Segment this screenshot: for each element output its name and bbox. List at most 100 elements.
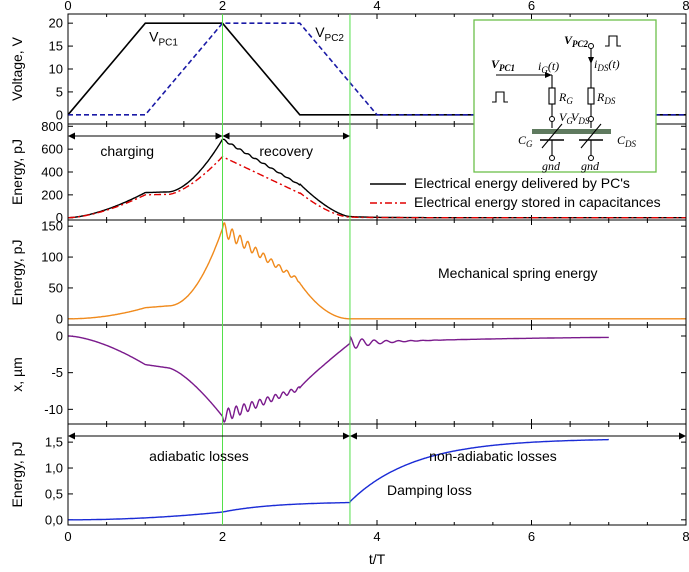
y-axis-label: Energy, pJ	[9, 240, 25, 306]
arrow-head-right	[342, 132, 350, 140]
label-gnd1: gnd	[542, 159, 561, 173]
y-axis-label: Voltage, V	[9, 36, 25, 100]
panel-energy: 0 200 400 600 800 Energy, pJ	[9, 119, 687, 225]
arrow-gate	[545, 72, 552, 78]
label-sub: PC2	[572, 39, 589, 49]
x-axis-label: t/T	[369, 551, 386, 567]
panel-frame	[67, 324, 687, 425]
label-sub: PC1	[158, 38, 178, 49]
label-main: R	[596, 90, 605, 104]
series-label: VPC1	[149, 29, 178, 49]
x-tick-label-top: 6	[528, 0, 535, 13]
label-main: R	[558, 90, 567, 104]
arrow-head-left	[68, 432, 75, 440]
arrow-label: charging	[100, 143, 154, 159]
y-tick-label: 5	[56, 84, 63, 99]
y-tick-label: 100	[41, 250, 63, 265]
arrow-label: non-adiabatic losses	[429, 448, 557, 464]
arrow-head-right	[679, 432, 686, 440]
label-vpc2: VPC2	[564, 33, 589, 49]
label-rds: RDS	[596, 90, 616, 106]
y-axis-label: Energy, pJ	[9, 139, 25, 205]
node-gnd1	[549, 155, 555, 161]
arrow-head-left	[349, 432, 357, 440]
legend-entry: Electrical energy stored in capacitances	[370, 194, 661, 210]
y-tick-label: 600	[41, 142, 63, 157]
y-tick-label: 0,0	[45, 512, 63, 527]
x-tick-label-top: 0	[64, 0, 71, 13]
arrow-label: adiabatic losses	[149, 448, 249, 464]
arrow-head-left	[222, 132, 230, 140]
label-ids: iDS(t)	[594, 57, 620, 73]
label-main: V	[491, 57, 500, 71]
y-tick-label: 1,5	[45, 435, 63, 450]
label-main: V	[315, 24, 325, 40]
pulse-icon-1	[492, 91, 508, 103]
variable-cap-g	[541, 123, 563, 149]
label-vg: VG	[559, 110, 573, 126]
y-tick-label: 10	[49, 62, 63, 77]
spring-label: Mechanical spring energy	[438, 265, 598, 281]
x-tick-label-top: 4	[373, 0, 380, 13]
label-sub: DS	[577, 116, 589, 126]
series-spring-0	[68, 222, 686, 320]
label-sub: DS	[603, 96, 615, 106]
y-tick-label: 1,0	[45, 461, 63, 476]
series-v-pc2	[68, 22, 686, 116]
label-main: V	[564, 33, 573, 47]
damping-label: Damping loss	[387, 482, 472, 498]
node-gnd2	[588, 155, 594, 161]
legend-label: Electrical energy delivered by PC's	[414, 175, 630, 191]
arrow-drain	[588, 57, 594, 64]
y-tick-label: 200	[41, 187, 63, 202]
label-rg: RG	[558, 90, 573, 106]
label-gnd2: gnd	[581, 159, 600, 173]
y-tick-label: 0	[56, 311, 63, 326]
y-tick-label: 800	[41, 119, 63, 134]
arrow-head-left	[68, 132, 75, 140]
node-vds	[588, 116, 594, 122]
label-main: i	[594, 57, 597, 71]
x-tick-label-top: 8	[682, 0, 689, 13]
label-vds: VDS	[571, 110, 590, 126]
arrow-adiabatic-losses	[68, 432, 350, 440]
series-energy-1	[68, 155, 686, 219]
capacitor-electrode	[532, 129, 611, 134]
series-displacement-0	[68, 334, 609, 424]
label-main: V	[559, 110, 568, 124]
x-tick-label-bottom: 8	[682, 529, 689, 544]
node-vpc2	[588, 43, 594, 49]
x-tick-label-top: 2	[219, 0, 226, 13]
panel-damping: 0,0 0,5 1,0 1,5 Energy, pJ	[9, 424, 687, 527]
series-damping-0	[68, 438, 609, 521]
label-extra: (t)	[548, 59, 559, 73]
y-tick-label: 400	[41, 165, 63, 180]
x-tick-label-bottom: 4	[373, 529, 380, 544]
arrow-charging	[68, 132, 223, 140]
x-tick-label-bottom: 6	[528, 529, 535, 544]
arrow-recovery	[222, 132, 350, 140]
y-tick-label: 0,5	[45, 486, 63, 501]
legend-entry: Electrical energy delivered by PC's	[370, 175, 630, 191]
label-sub: G	[566, 96, 573, 106]
y-tick-label: 15	[49, 39, 63, 54]
arrow-head-right	[342, 432, 350, 440]
y-tick-label: 0	[56, 210, 63, 225]
y-tick-label: -10	[44, 402, 63, 417]
label-sub: G	[541, 65, 548, 75]
label-main: V	[149, 29, 159, 45]
label-main: C	[617, 133, 626, 147]
y-tick-label: 20	[49, 16, 63, 31]
label-main: i	[538, 59, 541, 73]
label-main: C	[518, 133, 527, 147]
y-tick-label: 150	[41, 219, 63, 234]
arrow-label: recovery	[259, 143, 313, 159]
node-vg	[549, 116, 555, 122]
panel-displacement: 0 -5 -10 x, µm	[9, 325, 687, 424]
label-cds: CDS	[617, 133, 637, 149]
y-axis-label: x, µm	[9, 357, 25, 392]
label-sub: DS	[596, 63, 608, 73]
label-sub: PC2	[325, 33, 345, 44]
